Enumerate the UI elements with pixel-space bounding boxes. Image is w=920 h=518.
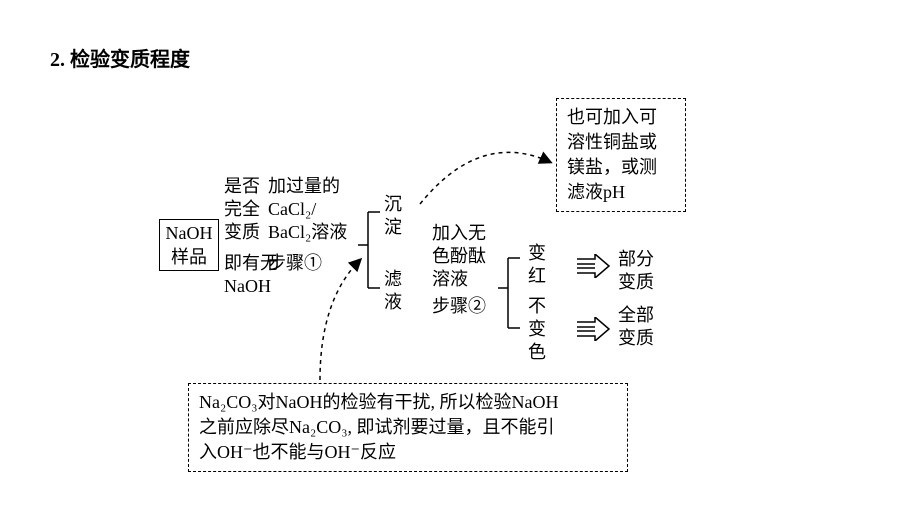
node-outcome-partial: 部分 变质 (618, 248, 654, 294)
annotation-bottom: Na₂CO₃对NaOH的检验有干扰, 所以检验NaOH 之前应除尽Na₂CO₃,… (188, 383, 628, 472)
node-step1-reagent: 加过量的 CaCl₂/ BaCl₂溶液 (268, 175, 347, 244)
node-sample: NaOH 样品 (159, 219, 219, 271)
node-filtrate: 滤 液 (384, 268, 402, 314)
annotation-bottom-text: Na₂CO₃对NaOH的检验有干扰, 所以检验NaOH 之前应除尽Na₂CO₃,… (199, 392, 559, 462)
arrow-icon (575, 254, 611, 278)
node-step2-label: 步骤② (432, 295, 486, 318)
node-precipitate: 沉 淀 (384, 193, 402, 239)
arrow-partial (575, 254, 611, 283)
node-step2-reagent: 加入无 色酚酞 溶液 (432, 222, 486, 291)
node-question-full: 是否 完全 变质 (224, 175, 260, 244)
annotation-top-text: 也可加入可 溶性铜盐或 镁盐，或测 滤液pH (567, 107, 657, 202)
node-result-red: 变 红 (528, 242, 546, 288)
node-step1-label: 步骤① (268, 252, 322, 275)
annotation-top: 也可加入可 溶性铜盐或 镁盐，或测 滤液pH (556, 98, 686, 212)
arrow-icon (575, 317, 611, 341)
section-title: 2. 检验变质程度 (50, 43, 190, 72)
node-result-nochange: 不 变 色 (528, 295, 546, 364)
arrow-full (575, 317, 611, 346)
node-sample-text: NaOH 样品 (166, 221, 213, 269)
node-outcome-full: 全部 变质 (618, 304, 654, 350)
